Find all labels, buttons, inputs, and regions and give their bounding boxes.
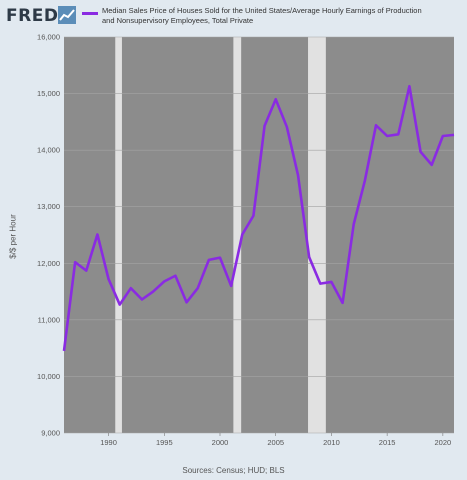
- legend-label: Median Sales Price of Houses Sold for th…: [102, 6, 422, 25]
- y-tick-label: 10,000: [37, 372, 60, 381]
- x-tick-label: 2010: [323, 438, 340, 447]
- x-tick-label: 2020: [435, 438, 452, 447]
- x-tick-label: 2015: [379, 438, 396, 447]
- recession-band: [233, 37, 242, 433]
- source-note: Sources: Census; HUD; BLS: [182, 466, 285, 475]
- y-tick-label: 11,000: [38, 315, 60, 324]
- fred-logo: FRED: [6, 6, 59, 26]
- y-tick-label: 15,000: [37, 89, 60, 98]
- series-line: [62, 84, 455, 352]
- y-tick-label: 12,000: [37, 259, 60, 268]
- x-tick-label: 1995: [156, 438, 173, 447]
- line-chart-icon: [58, 6, 76, 24]
- x-tick-label: 1990: [100, 438, 117, 447]
- y-tick-label: 14,000: [37, 146, 60, 155]
- recession-band: [115, 37, 122, 433]
- y-tick-label: 16,000: [37, 33, 60, 42]
- x-tick-label: 2000: [212, 438, 229, 447]
- x-tick-label: 2005: [267, 438, 284, 447]
- recession-band: [308, 37, 326, 433]
- plot-area: [64, 37, 454, 433]
- y-tick-label: 9,000: [41, 429, 60, 438]
- legend-swatch: [82, 12, 98, 15]
- y-tick-label: 13,000: [37, 202, 60, 211]
